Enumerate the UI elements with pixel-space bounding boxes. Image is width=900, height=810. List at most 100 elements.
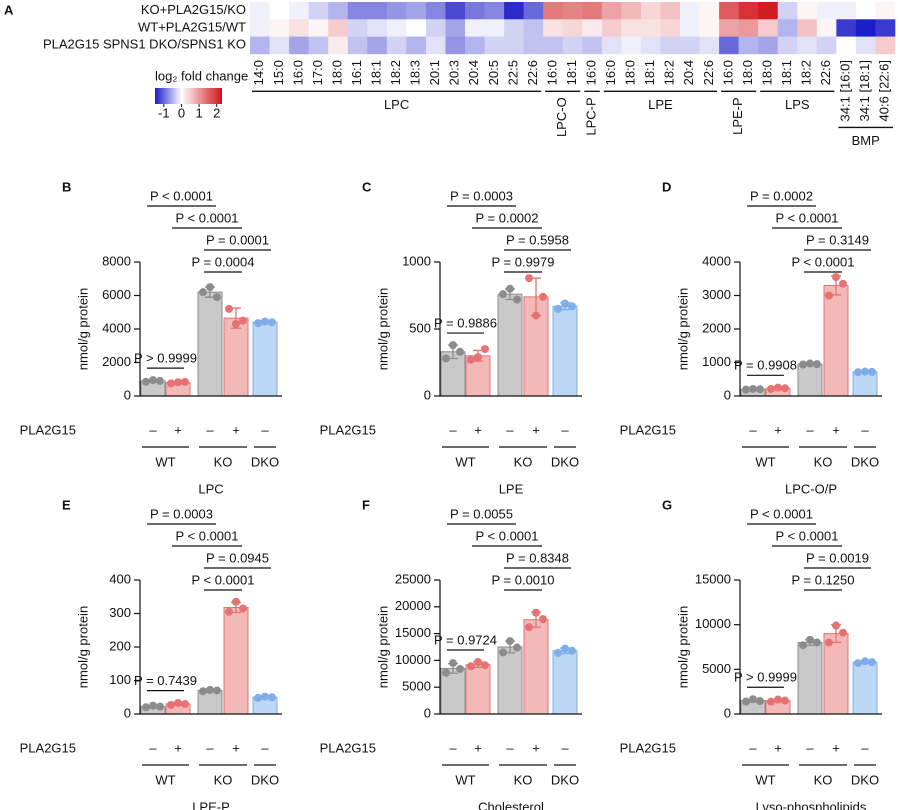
heatmap-cell	[777, 19, 798, 37]
data-point	[832, 273, 840, 282]
group-label: DKO	[551, 454, 579, 469]
data-point	[854, 368, 862, 377]
treatment-label: PLA2G15	[320, 740, 376, 755]
y-tick-label: 0	[124, 705, 131, 720]
group-label: DKO	[851, 772, 879, 787]
heatmap-cell	[523, 2, 544, 20]
data-point	[525, 623, 533, 632]
y-tick-label: 1000	[702, 354, 731, 369]
treatment-sign: –	[861, 740, 869, 755]
group-label: KO	[814, 772, 833, 787]
data-point	[199, 687, 207, 696]
heatmap-cell	[386, 2, 407, 20]
p-value: P = 0.5958	[506, 232, 569, 247]
bar	[852, 661, 878, 715]
y-tick-label: 20000	[395, 598, 431, 613]
heatmap-cell	[445, 2, 466, 20]
data-point	[839, 628, 847, 637]
y-axis-label: nmol/g protein	[375, 288, 390, 370]
treatment-sign: –	[561, 422, 569, 437]
heatmap-cell	[543, 19, 564, 37]
data-point	[239, 316, 247, 325]
p-value: P = 0.9886	[434, 316, 497, 331]
data-point	[481, 661, 489, 670]
heatmap-cell	[367, 2, 388, 20]
x-axis-label: LPC-O/P	[785, 481, 837, 496]
data-point	[142, 703, 150, 712]
bar	[497, 646, 523, 715]
data-point	[742, 385, 750, 394]
heatmap-cell	[601, 2, 622, 20]
x-axis-label: LPE	[499, 481, 524, 496]
heatmap-cell	[875, 19, 896, 37]
column-label: 15:0	[271, 60, 286, 85]
data-point	[268, 693, 276, 702]
heatmap-cell	[719, 19, 739, 37]
treatment-sign: +	[174, 740, 182, 755]
y-tick-label: 0	[424, 705, 431, 720]
p-value: P = 0.0003	[150, 506, 213, 521]
heatmap-cell	[855, 36, 876, 55]
bar	[552, 650, 578, 715]
treatment-sign: –	[261, 422, 269, 437]
heatmap-cell	[699, 2, 720, 20]
heatmap-cell	[582, 19, 603, 37]
y-tick-label: 300	[109, 605, 131, 620]
treatment-label: PLA2G15	[620, 422, 676, 437]
heatmap-cell	[719, 36, 739, 55]
data-point	[525, 274, 533, 283]
axes	[439, 580, 582, 715]
data-point	[474, 658, 482, 667]
treatment-sign: +	[474, 422, 482, 437]
p-value: P = 0.8348	[506, 550, 569, 565]
group-label: WT	[155, 454, 175, 469]
p-value: P < 0.0001	[175, 528, 238, 543]
y-axis-label: nmol/g protein	[675, 288, 690, 370]
heatmap-cell	[367, 36, 388, 55]
data-point	[499, 648, 507, 657]
data-point	[149, 376, 157, 385]
heatmap-cell	[816, 36, 837, 55]
data-point	[532, 608, 540, 617]
heatmap-cell	[250, 2, 270, 20]
bar	[552, 305, 578, 397]
data-point	[767, 384, 775, 393]
column-label: 20:3	[447, 60, 462, 85]
y-axis-label: nmol/g protein	[75, 288, 90, 370]
heatmap-cell	[250, 19, 270, 37]
heatmap-cell	[289, 2, 309, 20]
y-tick-label: 15000	[395, 625, 431, 640]
colorbar-tick-label: 1	[195, 105, 202, 120]
data-point	[442, 354, 450, 363]
p-value: P = 0.1250	[791, 572, 854, 587]
p-value: P = 0.0055	[450, 506, 513, 521]
group-label: WT	[155, 772, 175, 787]
axes	[139, 262, 282, 397]
heatmap-cell	[738, 36, 759, 55]
treatment-sign: +	[174, 422, 182, 437]
p-value: P = 0.0945	[206, 550, 269, 565]
group-label: KO	[814, 454, 833, 469]
data-point	[225, 304, 233, 313]
y-tick-label: 10000	[695, 616, 731, 631]
data-point	[206, 685, 214, 694]
panel-letter: E	[62, 497, 71, 512]
colorbar-tick-label: 2	[213, 105, 220, 120]
heatmap-cell	[855, 2, 876, 20]
group-label: WT	[755, 454, 775, 469]
column-label: 22:6	[525, 60, 540, 85]
treatment-sign: –	[206, 422, 214, 437]
bar	[797, 363, 823, 397]
data-point	[825, 291, 833, 300]
column-label: 20:4	[681, 60, 696, 85]
column-label: 18:2	[388, 60, 403, 85]
column-label: 16:0	[290, 60, 305, 85]
data-point	[532, 311, 540, 320]
heatmap-cell	[425, 2, 446, 20]
heatmap-cell	[504, 19, 524, 37]
data-point	[225, 607, 233, 616]
heatmap-cell	[562, 19, 583, 37]
heatmap-cell	[621, 19, 642, 37]
bar	[823, 633, 849, 715]
y-tick-label: 5000	[702, 661, 731, 676]
